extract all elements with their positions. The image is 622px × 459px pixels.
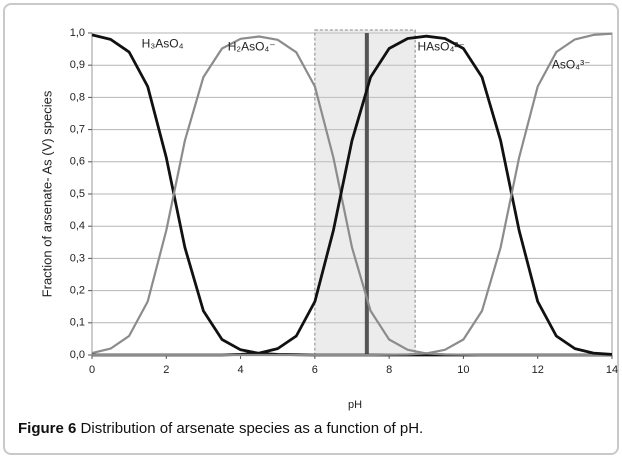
x-tick-label: 6 xyxy=(312,364,318,376)
x-tick-label: 8 xyxy=(386,364,392,376)
y-tick-label: 0,4 xyxy=(70,220,85,232)
series-line xyxy=(91,35,612,357)
caption: Figure 6 Distribution of arsenate specie… xyxy=(18,420,423,437)
y-tick-label: 0,5 xyxy=(70,188,85,200)
figure-frame xyxy=(3,3,619,455)
x-tick-label: 2 xyxy=(163,364,169,376)
chart: Fraction of arsenate- As (V) species pH … xyxy=(39,27,618,411)
x-tick-label: 4 xyxy=(238,364,244,376)
series-label: H₃AsO₄ xyxy=(142,36,184,50)
y-tick-label: 0,9 xyxy=(70,59,85,71)
y-tick-label: 0,3 xyxy=(70,252,85,264)
series-label: HAsO₄²⁻ xyxy=(418,40,465,54)
x-tick-label: 12 xyxy=(532,364,544,376)
caption-label: Figure 6 xyxy=(18,420,77,437)
x-tick-label: 10 xyxy=(457,364,469,376)
series-line xyxy=(92,32,613,357)
y-tick-label: 0,2 xyxy=(70,285,85,297)
series-label: H₂AsO₄⁻ xyxy=(228,40,276,54)
x-tick-label: 0 xyxy=(89,364,95,376)
y-tick-label: 0,1 xyxy=(70,317,85,329)
y-tick-label: 0,8 xyxy=(70,91,85,103)
y-tick-label: 1,0 xyxy=(70,27,85,39)
y-tick-label: 0,7 xyxy=(70,124,85,136)
series-label: AsO₄³⁻ xyxy=(552,57,591,71)
y-tick-label: 0,0 xyxy=(70,349,85,361)
caption-text: Distribution of arsenate species as a fu… xyxy=(80,420,424,437)
y-tick-label: 0,6 xyxy=(70,156,85,168)
x-axis-label: pH xyxy=(348,399,362,411)
x-tick-label: 14 xyxy=(606,364,618,376)
y-axis-label: Fraction of arsenate- As (V) species xyxy=(39,90,54,297)
